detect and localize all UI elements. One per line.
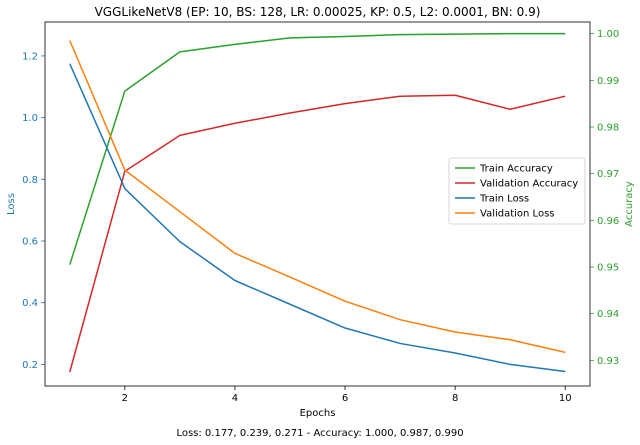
legend-entry: Train Accuracy	[479, 164, 553, 175]
x-tick-label: 10	[559, 393, 572, 404]
legend-entry: Validation Accuracy	[480, 179, 578, 190]
left-y-tick-label: 0.2	[22, 360, 38, 371]
left-y-tick-label: 1.0	[22, 113, 38, 124]
left-y-tick-label: 0.4	[22, 298, 38, 309]
right-y-tick-label: 0.93	[597, 356, 619, 367]
x-axis-label: Epochs	[300, 408, 336, 419]
right-y-tick-label: 0.95	[597, 263, 619, 274]
right-y-axis-label: Accuracy	[624, 181, 635, 227]
legend: Train Accuracy Validation Accuracy Train L…	[448, 157, 586, 225]
series-line-train-loss	[69, 63, 566, 373]
legend-box	[448, 157, 586, 225]
x-tick-label: 8	[452, 393, 458, 404]
right-y-tick-label: 0.96	[597, 216, 619, 227]
series-line-train-accuracy	[69, 32, 566, 265]
left-y-tick-label: 0.8	[22, 175, 38, 186]
legend-entry: Validation Loss	[480, 209, 555, 220]
right-y-tick-label: 0.99	[597, 76, 619, 87]
legend-entry: Train Loss	[479, 194, 529, 205]
left-y-axis-label: Loss	[6, 193, 17, 215]
left-y-tick-label: 1.2	[22, 51, 38, 62]
chart-title: VGGLikeNetV8 (EP: 10, BS: 128, LR: 0.000…	[95, 5, 541, 19]
right-y-tick-label: 0.98	[597, 123, 619, 134]
x-tick-label: 2	[122, 393, 128, 404]
right-y-tick-label: 1.00	[597, 29, 619, 40]
series-line-validation-loss	[69, 40, 566, 354]
series-line-validation-accuracy	[69, 94, 566, 373]
x-tick-label: 4	[232, 393, 238, 404]
footer-summary: Loss: 0.177, 0.239, 0.271 - Accuracy: 1.…	[176, 428, 463, 439]
right-y-tick-label: 0.94	[597, 309, 619, 320]
plot-frame	[44, 21, 591, 387]
left-y-tick-label: 0.6	[22, 237, 38, 248]
right-y-tick-label: 0.97	[597, 169, 619, 180]
x-tick-label: 6	[342, 393, 348, 404]
